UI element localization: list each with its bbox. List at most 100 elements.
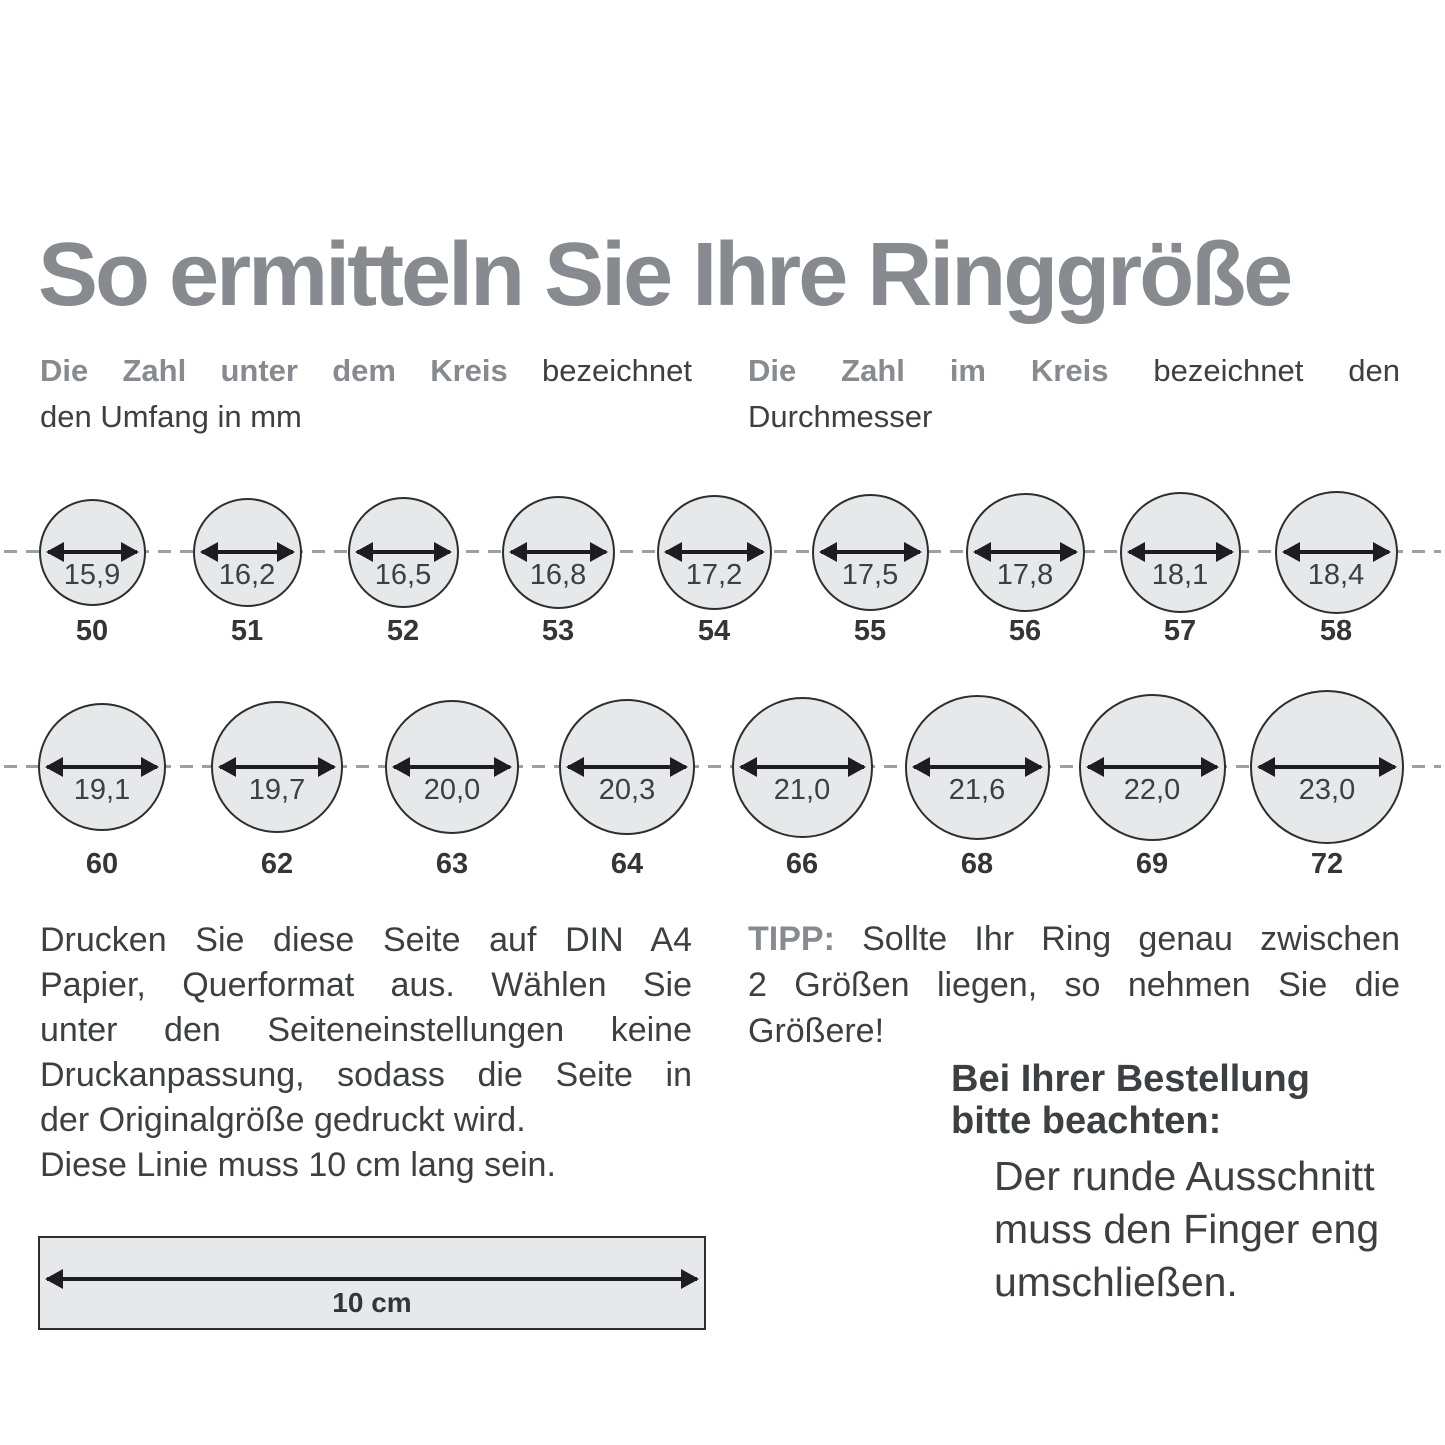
ring-size-label: 57 — [1163, 615, 1197, 647]
ring-size-label: 58 — [1319, 615, 1353, 647]
diameter-label: 18,1 — [1151, 559, 1209, 591]
ring-size-label: 50 — [75, 615, 109, 647]
ring-size-label: 55 — [853, 615, 887, 647]
diameter-arrow-icon — [665, 550, 763, 554]
order-note-heading: Bei Ihrer Bestellung bitte beachten: — [951, 1058, 1421, 1142]
order-note-body: Der runde Ausschnitt muss den Finger eng… — [994, 1150, 1424, 1309]
diameter-arrow-icon — [913, 765, 1041, 769]
ring-size-label: 56 — [1008, 615, 1042, 647]
diameter-label: 19,1 — [73, 774, 131, 806]
ring-size-label: 52 — [386, 615, 420, 647]
ring-size-label: 62 — [260, 848, 294, 880]
diameter-label: 15,9 — [63, 559, 121, 591]
ring-size-label: 64 — [610, 848, 644, 880]
ring-size-label: 63 — [435, 848, 469, 880]
diameter-arrow-icon — [47, 550, 137, 554]
diameter-arrow-icon — [201, 550, 293, 554]
diameter-label: 16,5 — [374, 559, 432, 591]
diameter-label: 18,4 — [1307, 559, 1365, 591]
diameter-arrow-icon — [820, 550, 920, 554]
ring-circle: 21,6 — [904, 694, 1050, 840]
ring-circle: 21,0 — [731, 696, 873, 838]
ring-circle: 18,4 — [1274, 490, 1398, 614]
diameter-label: 16,8 — [529, 559, 587, 591]
ring-circle: 16,2 — [192, 497, 302, 607]
diameter-arrow-icon — [1283, 550, 1389, 554]
ring-size-label: 54 — [697, 615, 731, 647]
diameter-arrow-icon — [740, 765, 864, 769]
tip-note: TIPP: Sollte Ihr Ring genau zwischen 2 G… — [748, 916, 1400, 1054]
ring-circle: 17,5 — [811, 493, 929, 611]
diameter-arrow-icon — [1128, 550, 1232, 554]
print-instructions-line: unter den Seiteneinstellungen keine — [40, 1011, 692, 1049]
ring-circle: 16,8 — [501, 495, 615, 609]
print-instructions-line: Papier, Querformat aus. Wählen Sie — [40, 966, 692, 1004]
diameter-label: 21,0 — [773, 774, 831, 806]
diameter-label: 20,3 — [598, 774, 656, 806]
tip-line1: TIPP: Sollte Ihr Ring genau zwischen — [748, 916, 1400, 962]
diameter-label: 16,2 — [218, 559, 276, 591]
diameter-label: 23,0 — [1298, 774, 1356, 806]
subtitle-circumference-line2: den Umfang in mm — [40, 399, 302, 434]
ring-circle: 20,0 — [385, 700, 519, 834]
subtitle-circumference-line1: Die Zahl unter dem Kreis bezeichnet — [40, 348, 692, 394]
diameter-arrow-icon — [1087, 765, 1217, 769]
print-instructions-line: Drucken Sie diese Seite auf DIN A4 — [40, 921, 692, 959]
subtitle-diameter-line1: Die Zahl im Kreis bezeichnet den — [748, 348, 1400, 394]
ring-circle: 23,0 — [1250, 690, 1404, 844]
ring-circle: 20,3 — [559, 699, 695, 835]
ring-size-label: 72 — [1310, 848, 1344, 880]
order-note-body-line1: Der runde Ausschnitt — [994, 1153, 1375, 1199]
ring-size-label: 51 — [230, 615, 264, 647]
ring-circle: 16,5 — [347, 496, 459, 608]
subtitle-diameter-line2: Durchmesser — [748, 399, 933, 434]
diameter-label: 17,8 — [996, 559, 1054, 591]
ruler-bar: 10 cm — [38, 1236, 706, 1330]
dashed-guideline — [4, 765, 1441, 768]
diameter-arrow-icon — [220, 765, 334, 769]
ring-circle: 15,9 — [38, 498, 146, 606]
diameter-arrow-icon — [1259, 765, 1395, 769]
diameter-arrow-icon — [510, 550, 606, 554]
ruler-label: 10 cm — [332, 1286, 412, 1318]
ring-circle: 17,2 — [656, 494, 772, 610]
print-instructions: Drucken Sie diese Seite auf DIN A4 Papie… — [40, 918, 692, 1188]
print-instructions-line: der Originalgröße gedruckt wird. — [40, 1101, 526, 1139]
tip-line3: Größere! — [748, 1012, 885, 1050]
diameter-label: 22,0 — [1123, 774, 1181, 806]
order-note-body-line3: umschließen. — [994, 1259, 1238, 1305]
diameter-arrow-icon — [394, 765, 510, 769]
tip-line2: 2 Größen liegen, so nehmen Sie die — [748, 966, 1400, 1004]
ring-circle: 22,0 — [1078, 693, 1226, 841]
print-instructions-line: Druckanpassung, sodass die Seite in — [40, 1056, 692, 1094]
ruler-arrow-icon — [47, 1277, 697, 1282]
diameter-arrow-icon — [356, 550, 450, 554]
ring-size-label: 53 — [541, 615, 575, 647]
ring-size-label: 68 — [960, 848, 994, 880]
print-instructions-line: Diese Linie muss 10 cm lang sein. — [40, 1146, 556, 1184]
subtitle-diameter-bold: Die Zahl im Kreis — [748, 353, 1109, 388]
ring-circle: 19,7 — [211, 701, 343, 833]
page-title: So ermitteln Sie Ihre Ringgröße — [38, 225, 1293, 325]
ring-circle: 17,8 — [965, 492, 1085, 612]
tip-label: TIPP: — [748, 920, 835, 958]
order-note-body-line2: muss den Finger eng — [994, 1206, 1380, 1252]
order-note-heading-line2: bitte beachten: — [951, 1100, 1222, 1142]
subtitle-circumference-bold: Die Zahl unter dem Kreis — [40, 353, 508, 388]
subtitle-circumference-rest: bezeichnet — [542, 353, 692, 388]
tip-line1-rest: Sollte Ihr Ring genau zwischen — [862, 920, 1400, 958]
diameter-label: 20,0 — [423, 774, 481, 806]
diameter-arrow-icon — [568, 765, 686, 769]
ring-size-label: 60 — [85, 848, 119, 880]
diameter-label: 17,2 — [685, 559, 743, 591]
diameter-arrow-icon — [47, 765, 157, 769]
ring-size-label: 69 — [1135, 848, 1169, 880]
order-note-heading-line1: Bei Ihrer Bestellung — [951, 1058, 1310, 1100]
subtitle-circumference: Die Zahl unter dem Kreis bezeichnet den … — [40, 348, 692, 440]
ring-circle: 18,1 — [1119, 491, 1241, 613]
subtitle-diameter-rest: bezeichnet den — [1153, 353, 1400, 388]
diameter-label: 21,6 — [948, 774, 1006, 806]
